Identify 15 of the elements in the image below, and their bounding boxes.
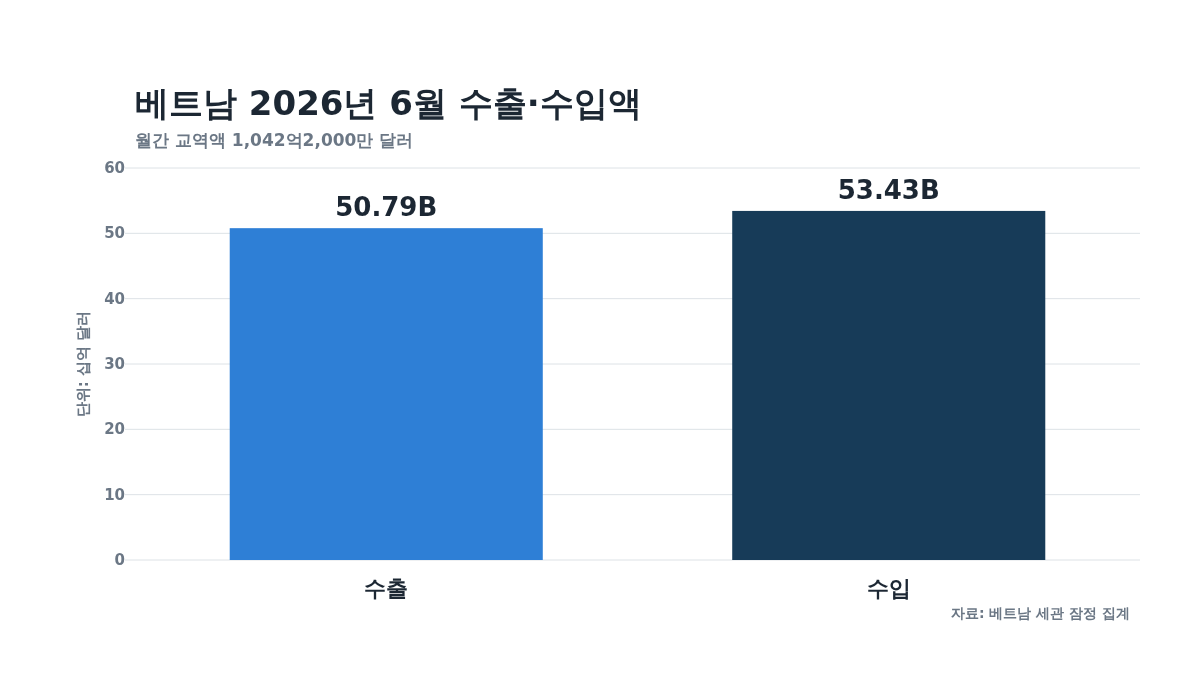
y-tick-label: 50 [104, 224, 125, 243]
data-label: 50.79B [335, 192, 438, 223]
chart-subtitle: 월간 교역액 1,042억2,000만 달러 [135, 130, 414, 150]
x-tick-label: 수입 [866, 576, 911, 601]
y-tick-label: 30 [104, 355, 125, 373]
y-tick-label: 0 [114, 551, 125, 569]
data-label: 53.43B [837, 174, 940, 205]
y-tick-label: 40 [104, 289, 125, 308]
x-tick-label: 수출 [364, 576, 409, 601]
text: 자료: 베트남 세관 잠정 집계 [950, 605, 1130, 621]
y-tick-label: 10 [104, 485, 125, 504]
chart-title: 베트남 2026년 6월 수출·수입액 [135, 83, 642, 123]
y-tick-label: 20 [104, 420, 125, 439]
y-axis-title: 단위: 십억 달러 [74, 310, 92, 418]
y-tick-label: 60 [104, 159, 125, 177]
